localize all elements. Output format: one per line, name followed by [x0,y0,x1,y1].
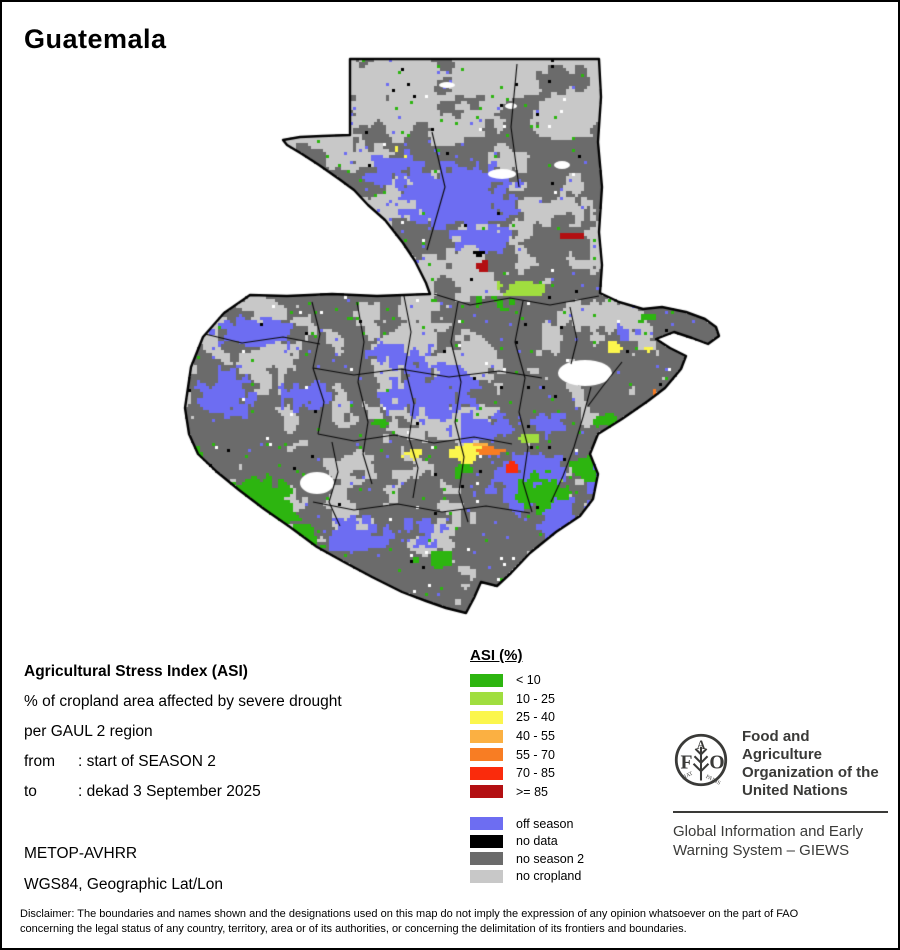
fao-org-name: Food and Agriculture Organization of the… [742,728,879,799]
projection-label: WGS84, Geographic Lat/Lon [24,876,224,893]
legend: ASI (%) < 10 10 - 25 25 - 40 40 - 55 55 … [470,647,584,885]
period-from-line: from : start of SEASON 2 [24,747,342,777]
legend-swatch [470,869,503,883]
page-title: Guatemala [24,24,167,54]
giews-label: Global Information and Early Warning Sys… [673,823,864,859]
from-value: : start of SEASON 2 [78,753,216,770]
legend-swatch [470,692,503,706]
legend-row: 55 - 70 [470,745,584,764]
to-label: to [24,783,37,800]
disclaimer-text: Disclaimer: The boundaries and names sho… [20,908,799,935]
legend-group-gap [470,801,584,815]
fao-logo-icon: F O A FIAT PANIS [674,733,728,787]
legend-swatch [470,834,503,848]
asi-subtitle-line1: % of cropland area affected by severe dr… [24,693,342,710]
legend-row: 10 - 25 [470,690,584,709]
fao-branding-block: F O A FIAT PANIS Food and Agriculture Or… [673,728,891,860]
sensor-label: METOP-AVHRR [24,845,138,862]
legend-row: off season [470,815,584,833]
from-label: from [24,753,55,770]
legend-row: 70 - 85 [470,764,584,783]
legend-swatch [470,852,503,866]
legend-row: no season 2 [470,850,584,868]
legend-row: no cropland [470,868,584,886]
legend-swatch [470,710,503,724]
legend-row: 40 - 55 [470,727,584,746]
svg-text:F: F [680,752,692,773]
svg-text:O: O [709,752,724,773]
legend-swatch [470,673,503,687]
legend-swatch [470,817,503,831]
to-value: : dekad 3 September 2025 [78,783,261,800]
legend-title: ASI (%) [470,647,523,664]
period-to-line: to : dekad 3 September 2025 [24,777,342,807]
svg-text:A: A [697,738,706,752]
asi-heading: Agricultural Stress Index (ASI) [24,663,248,680]
legend-row: < 10 [470,671,584,690]
legend-swatch [470,748,503,762]
svg-text:FIAT: FIAT [681,770,695,781]
legend-row: no data [470,833,584,851]
legend-row: >= 85 [470,783,584,802]
fao-divider-line [673,811,888,813]
legend-swatch [470,785,503,799]
source-block: METOP-AVHRR WGS84, Geographic Lat/Lon [24,838,223,900]
legend-row: 25 - 40 [470,708,584,727]
map-description-block: Agricultural Stress Index (ASI) % of cro… [24,657,342,807]
legend-swatch [470,729,503,743]
legend-swatch [470,766,503,780]
asi-subtitle-line2: per GAUL 2 region [24,723,153,740]
